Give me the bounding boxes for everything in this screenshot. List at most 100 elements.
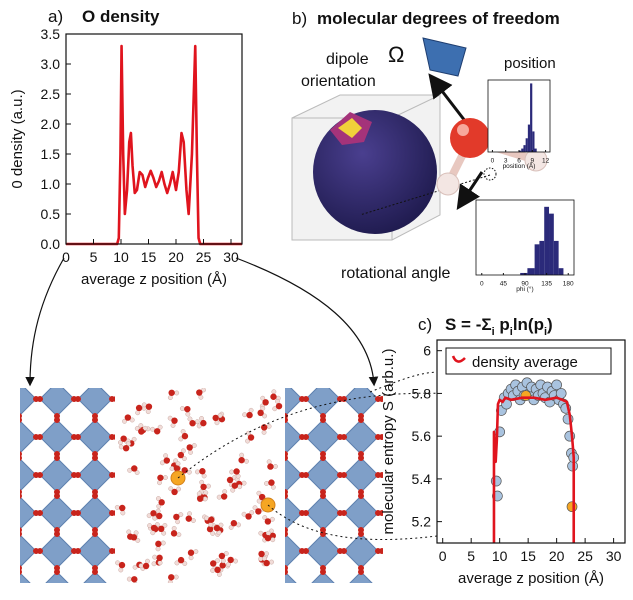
diagram-label: orientation [301, 73, 376, 90]
water-h [145, 559, 149, 563]
water-h [189, 556, 193, 560]
water-h [233, 559, 237, 563]
hist-bar [528, 125, 530, 152]
data-point [521, 391, 531, 401]
y-tick-label: 5.6 [412, 428, 432, 444]
water-h [271, 538, 275, 542]
chart-0: 0510152025300.00.51.01.52.02.53.03.5aver… [9, 7, 242, 288]
x-tick-label: 30 [606, 548, 622, 564]
water-o [168, 390, 174, 396]
water-h [187, 512, 191, 516]
plot-area [488, 80, 550, 152]
water-o [119, 505, 125, 511]
hist-bar [523, 145, 525, 152]
water-o [214, 567, 220, 573]
y-tick-label: 5.4 [412, 471, 432, 487]
diagram-label: dipole [326, 51, 369, 68]
water-h [174, 575, 178, 579]
x-tick-label: 5 [90, 249, 98, 265]
water-h [180, 406, 184, 410]
water-o [156, 513, 162, 519]
hist-bar [530, 83, 532, 152]
water-o [178, 452, 184, 458]
water-o [268, 479, 274, 485]
water-h [177, 532, 181, 536]
water-o [246, 412, 252, 418]
water-o [265, 518, 271, 524]
water-o [189, 420, 195, 426]
water-o [276, 403, 282, 409]
x-tick-label: 10 [492, 548, 508, 564]
x-tick-label: 5 [467, 548, 475, 564]
water-h [195, 470, 199, 474]
x-tick-label: 0 [439, 548, 447, 564]
water-h [161, 541, 165, 545]
x-tick-label: 25 [196, 249, 212, 265]
water-o [123, 445, 129, 451]
water-h [267, 424, 271, 428]
x-tick-label: 0 [491, 158, 495, 165]
water-o [232, 482, 238, 488]
water-o [131, 534, 137, 540]
water-h [199, 395, 203, 399]
water-o [267, 463, 273, 469]
x-axis-label: position (Å) [503, 161, 536, 170]
water-h [172, 526, 176, 530]
water-o [219, 562, 225, 568]
water-o [143, 563, 149, 569]
hist-bar [559, 268, 564, 275]
water-o [196, 389, 202, 395]
water-h [133, 582, 137, 586]
y-tick-label: 5.8 [412, 385, 432, 401]
water-h [168, 395, 172, 399]
water-o [238, 457, 244, 463]
panel-label: b) [292, 9, 307, 28]
water-o [186, 515, 192, 521]
water-h [163, 453, 167, 457]
water-h [195, 419, 199, 423]
water-h [215, 421, 219, 425]
hist-bar [544, 207, 549, 275]
water-o [155, 541, 161, 547]
y-axis-label: 0 density (a.u.) [9, 89, 26, 188]
water-h [217, 495, 221, 499]
water-o [156, 555, 162, 561]
water-h [262, 430, 266, 434]
panel-title: molecular degrees of freedom [317, 9, 560, 28]
y-tick-label: 6 [423, 343, 431, 359]
hist-bar [526, 138, 528, 152]
x-tick-label: 20 [549, 548, 565, 564]
water-o [136, 405, 142, 411]
water-o [188, 550, 194, 556]
water-o [199, 468, 205, 474]
x-tick-label: 0 [62, 249, 70, 265]
chart-title: S = -Σi piln(pi) [445, 315, 553, 338]
panel-label: a) [48, 7, 63, 26]
x-tick-label: 20 [168, 249, 184, 265]
water-o [168, 574, 174, 580]
x-tick-label: 15 [520, 548, 536, 564]
water-h [119, 568, 123, 572]
water-o [214, 525, 220, 531]
water-o [265, 535, 271, 541]
x-axis-label: average z position (Å) [81, 271, 227, 288]
water-h [151, 531, 155, 535]
plot-area [66, 34, 242, 244]
title-part: ) [547, 315, 553, 334]
water-h [115, 505, 119, 509]
hist-bar [539, 241, 544, 275]
title-part: p [495, 315, 510, 334]
x-tick-label: 135 [541, 281, 552, 288]
x-tick-label: 15 [141, 249, 157, 265]
water-o [245, 513, 251, 519]
hist-bar [535, 244, 540, 275]
data-point [567, 502, 577, 512]
hist-bar [527, 268, 534, 275]
y-tick-label: 1.5 [41, 146, 61, 162]
water-o [125, 414, 131, 420]
water-h [275, 399, 279, 403]
water-h [266, 531, 270, 535]
water-o [212, 415, 218, 421]
y-tick-label: 2.5 [41, 86, 61, 102]
water-o [257, 410, 263, 416]
